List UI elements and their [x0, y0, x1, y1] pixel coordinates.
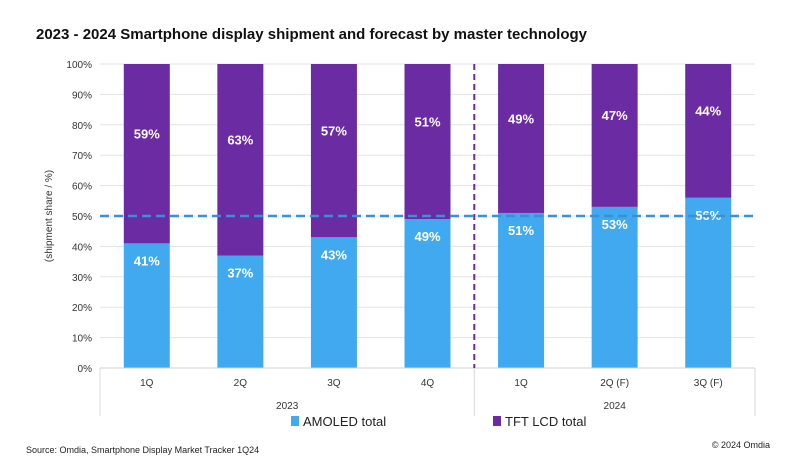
bar-amoled [310, 237, 357, 368]
bar-amoled [404, 219, 451, 368]
legend-swatch [493, 416, 501, 426]
bar-tft-lcd [217, 64, 264, 256]
data-label: 59% [134, 126, 160, 141]
bar-amoled [498, 212, 545, 368]
x-tick-label: 2Q [234, 378, 248, 389]
legend-swatch [291, 416, 299, 426]
y-tick-label: 50% [72, 212, 92, 223]
data-label: 37% [227, 266, 253, 281]
y-tick-label: 20% [72, 303, 92, 314]
y-tick-label: 30% [72, 273, 92, 284]
group-label: 2024 [604, 401, 627, 412]
x-tick-label: 3Q (F) [694, 378, 723, 389]
x-tick-label: 1Q [140, 378, 154, 389]
bar-amoled [217, 255, 264, 368]
data-label: 63% [227, 133, 253, 148]
x-tick-label: 1Q [514, 378, 528, 389]
data-label: 53% [602, 217, 628, 232]
bar-amoled [591, 206, 638, 368]
source-note: Source: Omdia, Smartphone Display Market… [26, 445, 260, 455]
data-label: 43% [321, 247, 347, 262]
bar-amoled [123, 243, 170, 368]
chart-title: 2023 - 2024 Smartphone display shipment … [36, 26, 588, 43]
bar-amoled [685, 197, 732, 368]
data-label: 41% [134, 253, 160, 268]
bar-tft-lcd [591, 64, 638, 207]
y-axis-label: (shipment share / %) [44, 170, 55, 262]
data-label: 47% [602, 108, 628, 123]
bar-tft-lcd [404, 64, 451, 220]
group-label: 2023 [276, 401, 299, 412]
bar-tft-lcd [685, 64, 732, 198]
legend-label: TFT LCD total [505, 414, 587, 429]
bar-tft-lcd [310, 64, 357, 238]
bar-tft-lcd [123, 64, 170, 244]
y-tick-label: 100% [66, 60, 92, 71]
copyright: © 2024 Omdia [711, 440, 770, 450]
y-tick-label: 0% [78, 364, 93, 375]
x-tick-label: 2Q (F) [600, 378, 629, 389]
data-label: 49% [508, 111, 534, 126]
y-tick-label: 10% [72, 334, 92, 345]
data-label: 51% [508, 223, 534, 238]
y-tick-label: 90% [72, 90, 92, 101]
y-tick-label: 60% [72, 182, 92, 193]
x-tick-label: 3Q [327, 378, 341, 389]
data-label: 51% [414, 114, 440, 129]
data-label: 57% [321, 123, 347, 138]
legend-label: AMOLED total [303, 414, 386, 429]
y-tick-label: 80% [72, 121, 92, 132]
data-label: 49% [414, 229, 440, 244]
x-tick-label: 4Q [421, 378, 435, 389]
y-tick-label: 70% [72, 151, 92, 162]
data-label: 44% [695, 104, 721, 119]
bar-tft-lcd [498, 64, 545, 213]
y-tick-label: 40% [72, 242, 92, 253]
